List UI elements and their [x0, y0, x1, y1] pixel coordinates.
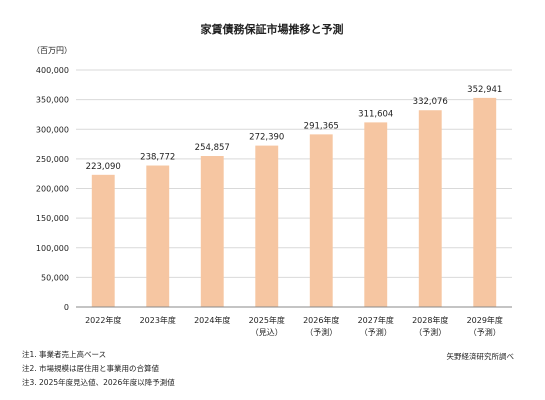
data-label: 272,390 — [249, 133, 284, 143]
x-tick-label: 2022年度 — [85, 315, 121, 325]
data-label: 223,090 — [86, 162, 121, 172]
y-tick-label: 200,000 — [36, 185, 69, 194]
bar — [146, 165, 170, 307]
x-tick-label: 2028年度 — [412, 315, 448, 325]
bar — [473, 97, 497, 308]
x-tick-label: 2024年度 — [194, 315, 230, 325]
data-label: 311,604 — [358, 109, 393, 119]
y-tick-label: 50,000 — [41, 273, 69, 282]
data-label: 254,857 — [195, 143, 230, 153]
source-credit: 矢野経済研究所調べ — [447, 351, 515, 361]
bar — [418, 110, 442, 308]
data-label: 332,076 — [413, 97, 448, 107]
bar — [309, 134, 333, 307]
data-label: 352,941 — [467, 85, 502, 95]
y-tick-label: 0 — [64, 303, 69, 312]
y-tick-label: 150,000 — [36, 214, 69, 223]
x-tick-label: 2025年度 — [249, 315, 285, 325]
x-tick-label: 2026年度 — [303, 315, 339, 325]
notes: 注1. 事業者売上高ベース 注2. 市場規模は居住用と事業用の合算値 注3. 2… — [22, 349, 175, 387]
bar — [364, 122, 388, 307]
data-labels: 223,090 238,772 254,857 272,390 291,365 311,6… — [86, 85, 503, 172]
y-axis-ticks: 0 50,000 100,000 150,000 200,000 250,000 300,0… — [36, 66, 69, 312]
y-tick-label: 250,000 — [36, 155, 69, 164]
x-tick-sublabel: （予測） — [360, 327, 392, 337]
note-3: 注3. 2025年度見込値、2026年度以降予測値 — [22, 377, 175, 387]
chart-title: 家賃債務保証市場推移と予測 — [201, 22, 344, 36]
bars — [91, 97, 497, 308]
note-2: 注2. 市場規模は居住用と事業用の合算値 — [22, 363, 160, 373]
y-tick-label: 400,000 — [36, 66, 69, 75]
note-1: 注1. 事業者売上高ベース — [22, 349, 106, 359]
x-tick-label: 2027年度 — [358, 315, 394, 325]
x-tick-label: 2023年度 — [140, 315, 176, 325]
x-axis-categories: 2022年度 2023年度 2024年度 2025年度 （見込） 2026年度 （予測） 20… — [85, 315, 503, 337]
y-tick-label: 100,000 — [36, 244, 69, 253]
data-label: 291,365 — [304, 121, 339, 131]
x-tick-sublabel: （見込） — [251, 328, 283, 337]
data-label: 238,772 — [140, 153, 175, 163]
y-tick-label: 350,000 — [36, 96, 69, 105]
bar — [200, 155, 224, 307]
x-tick-sublabel: （予測） — [414, 327, 446, 337]
y-tick-label: 300,000 — [36, 125, 69, 134]
x-tick-label: 2029年度 — [467, 315, 503, 325]
y-axis-unit: （百万円） — [32, 46, 72, 55]
bar — [91, 174, 115, 307]
x-tick-sublabel: （予測） — [469, 327, 501, 337]
bar — [255, 145, 279, 307]
x-tick-sublabel: （予測） — [305, 327, 337, 337]
